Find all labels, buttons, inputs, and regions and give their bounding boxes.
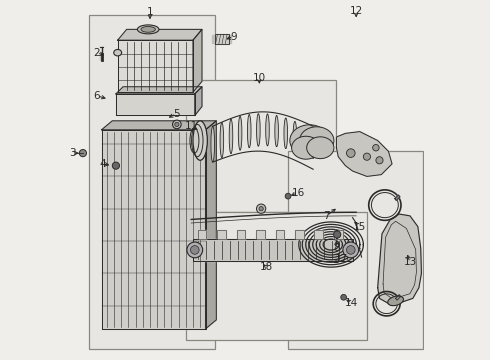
Text: 15: 15 bbox=[352, 222, 366, 231]
Text: 8: 8 bbox=[333, 243, 340, 253]
Text: 10: 10 bbox=[253, 73, 266, 83]
Polygon shape bbox=[118, 30, 202, 40]
Text: 18: 18 bbox=[260, 262, 273, 272]
Polygon shape bbox=[237, 230, 245, 239]
Ellipse shape bbox=[284, 118, 288, 149]
Polygon shape bbox=[101, 130, 205, 329]
Circle shape bbox=[191, 246, 199, 254]
Ellipse shape bbox=[292, 136, 320, 159]
Ellipse shape bbox=[290, 125, 329, 156]
Circle shape bbox=[373, 144, 379, 151]
Ellipse shape bbox=[299, 127, 334, 154]
Circle shape bbox=[172, 120, 181, 129]
Bar bbox=[186, 80, 337, 212]
Circle shape bbox=[112, 162, 120, 169]
Ellipse shape bbox=[266, 114, 270, 146]
Circle shape bbox=[187, 242, 203, 258]
Ellipse shape bbox=[193, 121, 207, 160]
Circle shape bbox=[175, 122, 179, 127]
Ellipse shape bbox=[211, 126, 215, 162]
Text: 13: 13 bbox=[403, 257, 416, 267]
Polygon shape bbox=[195, 87, 202, 116]
Text: 3: 3 bbox=[69, 148, 75, 158]
Ellipse shape bbox=[307, 137, 334, 159]
Text: 12: 12 bbox=[349, 6, 363, 17]
Polygon shape bbox=[229, 35, 231, 43]
Ellipse shape bbox=[311, 130, 315, 158]
Text: 11: 11 bbox=[185, 121, 198, 131]
Circle shape bbox=[79, 149, 87, 157]
Ellipse shape bbox=[238, 116, 242, 150]
Text: 1: 1 bbox=[147, 7, 153, 17]
Circle shape bbox=[341, 294, 346, 300]
Bar bbox=[288, 151, 422, 348]
Ellipse shape bbox=[257, 114, 260, 146]
Polygon shape bbox=[295, 230, 304, 239]
Ellipse shape bbox=[275, 116, 278, 147]
Bar bbox=[186, 212, 367, 339]
Polygon shape bbox=[337, 132, 392, 176]
Ellipse shape bbox=[137, 25, 159, 34]
Ellipse shape bbox=[114, 49, 122, 56]
Ellipse shape bbox=[229, 119, 233, 154]
Text: 9: 9 bbox=[230, 32, 237, 41]
Polygon shape bbox=[212, 35, 215, 43]
Text: 5: 5 bbox=[173, 109, 179, 119]
Ellipse shape bbox=[302, 125, 306, 155]
Polygon shape bbox=[334, 230, 343, 239]
Polygon shape bbox=[205, 121, 216, 329]
Polygon shape bbox=[215, 34, 229, 44]
Ellipse shape bbox=[388, 296, 403, 306]
Polygon shape bbox=[197, 230, 206, 239]
Circle shape bbox=[256, 204, 266, 213]
Polygon shape bbox=[315, 230, 323, 239]
Ellipse shape bbox=[247, 114, 251, 148]
Circle shape bbox=[334, 231, 341, 238]
Polygon shape bbox=[256, 230, 265, 239]
Text: 7: 7 bbox=[323, 211, 330, 221]
Circle shape bbox=[364, 153, 370, 160]
Polygon shape bbox=[193, 239, 353, 261]
Ellipse shape bbox=[293, 121, 296, 152]
Text: 16: 16 bbox=[292, 188, 305, 198]
Ellipse shape bbox=[141, 27, 155, 32]
Text: 2: 2 bbox=[94, 48, 100, 58]
Polygon shape bbox=[395, 295, 401, 300]
Circle shape bbox=[285, 193, 291, 199]
Bar bbox=[89, 15, 215, 348]
Circle shape bbox=[376, 157, 383, 164]
Polygon shape bbox=[116, 94, 195, 116]
Ellipse shape bbox=[220, 122, 223, 158]
Circle shape bbox=[346, 149, 355, 157]
Polygon shape bbox=[395, 195, 400, 201]
Circle shape bbox=[343, 242, 359, 258]
Polygon shape bbox=[116, 87, 202, 94]
Polygon shape bbox=[275, 230, 284, 239]
Text: 6: 6 bbox=[94, 91, 100, 101]
Polygon shape bbox=[378, 214, 421, 306]
Text: 14: 14 bbox=[345, 298, 359, 308]
Text: 4: 4 bbox=[99, 159, 106, 169]
Polygon shape bbox=[118, 40, 193, 92]
Text: 17: 17 bbox=[335, 254, 348, 264]
Polygon shape bbox=[101, 121, 216, 130]
Circle shape bbox=[346, 246, 355, 254]
Polygon shape bbox=[193, 30, 202, 92]
Circle shape bbox=[259, 207, 263, 211]
Polygon shape bbox=[217, 230, 226, 239]
